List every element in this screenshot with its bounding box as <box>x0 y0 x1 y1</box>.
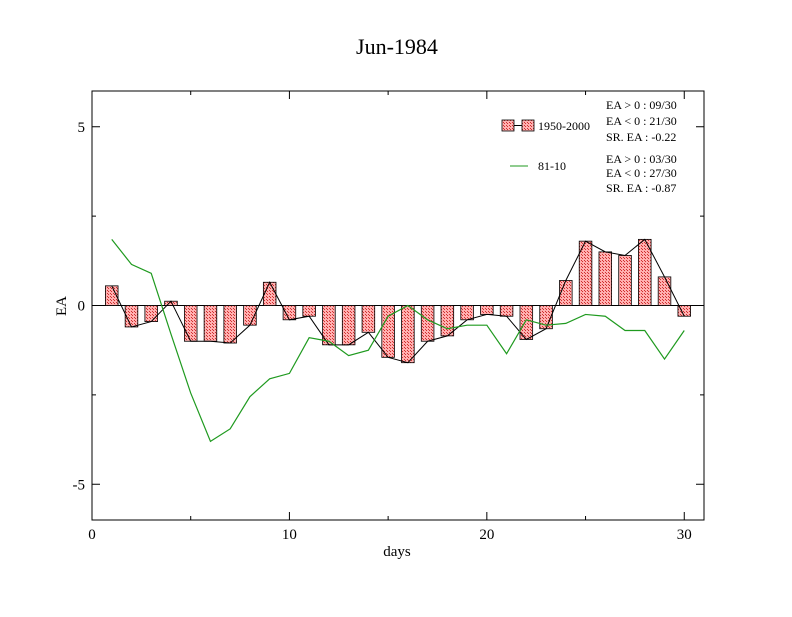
bar-1950-2000 <box>401 305 415 364</box>
stat-s1-ea-neg: EA < 0 : 21/30 <box>606 114 677 128</box>
bar-1950-2000 <box>460 305 474 321</box>
bar-1950-2000 <box>440 305 455 337</box>
bar-1950-2000 <box>618 255 632 306</box>
bar-1950-2000 <box>361 305 376 333</box>
bar-1950-2000 <box>203 305 218 342</box>
bar-1950-2000 <box>144 305 158 322</box>
bar-1950-2000 <box>480 305 494 315</box>
y-axis-label: EA <box>54 296 70 316</box>
x-axis-label: days <box>383 544 411 560</box>
stat-s2-ea-pos: EA > 0 : 03/30 <box>606 152 677 166</box>
bar-1950-2000 <box>657 276 672 306</box>
x-tick-label: 30 <box>677 527 692 543</box>
series-line-81-10 <box>111 238 685 443</box>
chart-title: Jun-1984 <box>356 34 438 59</box>
bar-1950-2000 <box>223 305 237 344</box>
stat-s2-sr: SR. EA : -0.87 <box>606 181 676 195</box>
bar-1950-2000 <box>262 281 277 306</box>
legend: 1950-2000 81-10 EA > 0 : 09/30 EA < 0 : … <box>501 98 677 195</box>
bar-1950-2000 <box>124 305 139 328</box>
y-tick-label: 5 <box>78 120 86 136</box>
stat-s1-ea-pos: EA > 0 : 09/30 <box>606 98 677 112</box>
bar-1950-2000 <box>598 251 613 306</box>
y-tick-label: 0 <box>78 299 86 315</box>
bar-1950-2000 <box>341 305 356 346</box>
x-tick-label: 0 <box>88 527 96 543</box>
bar-1950-2000 <box>499 305 514 317</box>
bar-1950-2000 <box>420 305 435 342</box>
y-tick-label: -5 <box>73 477 86 493</box>
bar-1950-2000 <box>302 305 316 317</box>
x-tick-label: 20 <box>479 527 494 543</box>
legend-label-1950-2000: 1950-2000 <box>538 119 590 133</box>
bar-1950-2000 <box>677 305 691 317</box>
stat-s1-sr: SR. EA : -0.22 <box>606 130 676 144</box>
bar-1950-2000 <box>282 305 297 321</box>
series-line-1950-2000 <box>111 238 685 364</box>
x-tick-label: 10 <box>282 527 297 543</box>
legend-label-81-10: 81-10 <box>538 159 566 173</box>
legend-swatch-bar-right <box>521 119 535 132</box>
bar-1950-2000 <box>183 305 198 342</box>
stat-s2-ea-neg: EA < 0 : 27/30 <box>606 166 677 180</box>
bar-1950-2000 <box>559 280 573 306</box>
bar-1950-2000 <box>638 238 652 306</box>
legend-swatch-bar-left <box>501 119 515 132</box>
plot-area: 0 10 20 30 -5 0 5 <box>73 90 705 543</box>
